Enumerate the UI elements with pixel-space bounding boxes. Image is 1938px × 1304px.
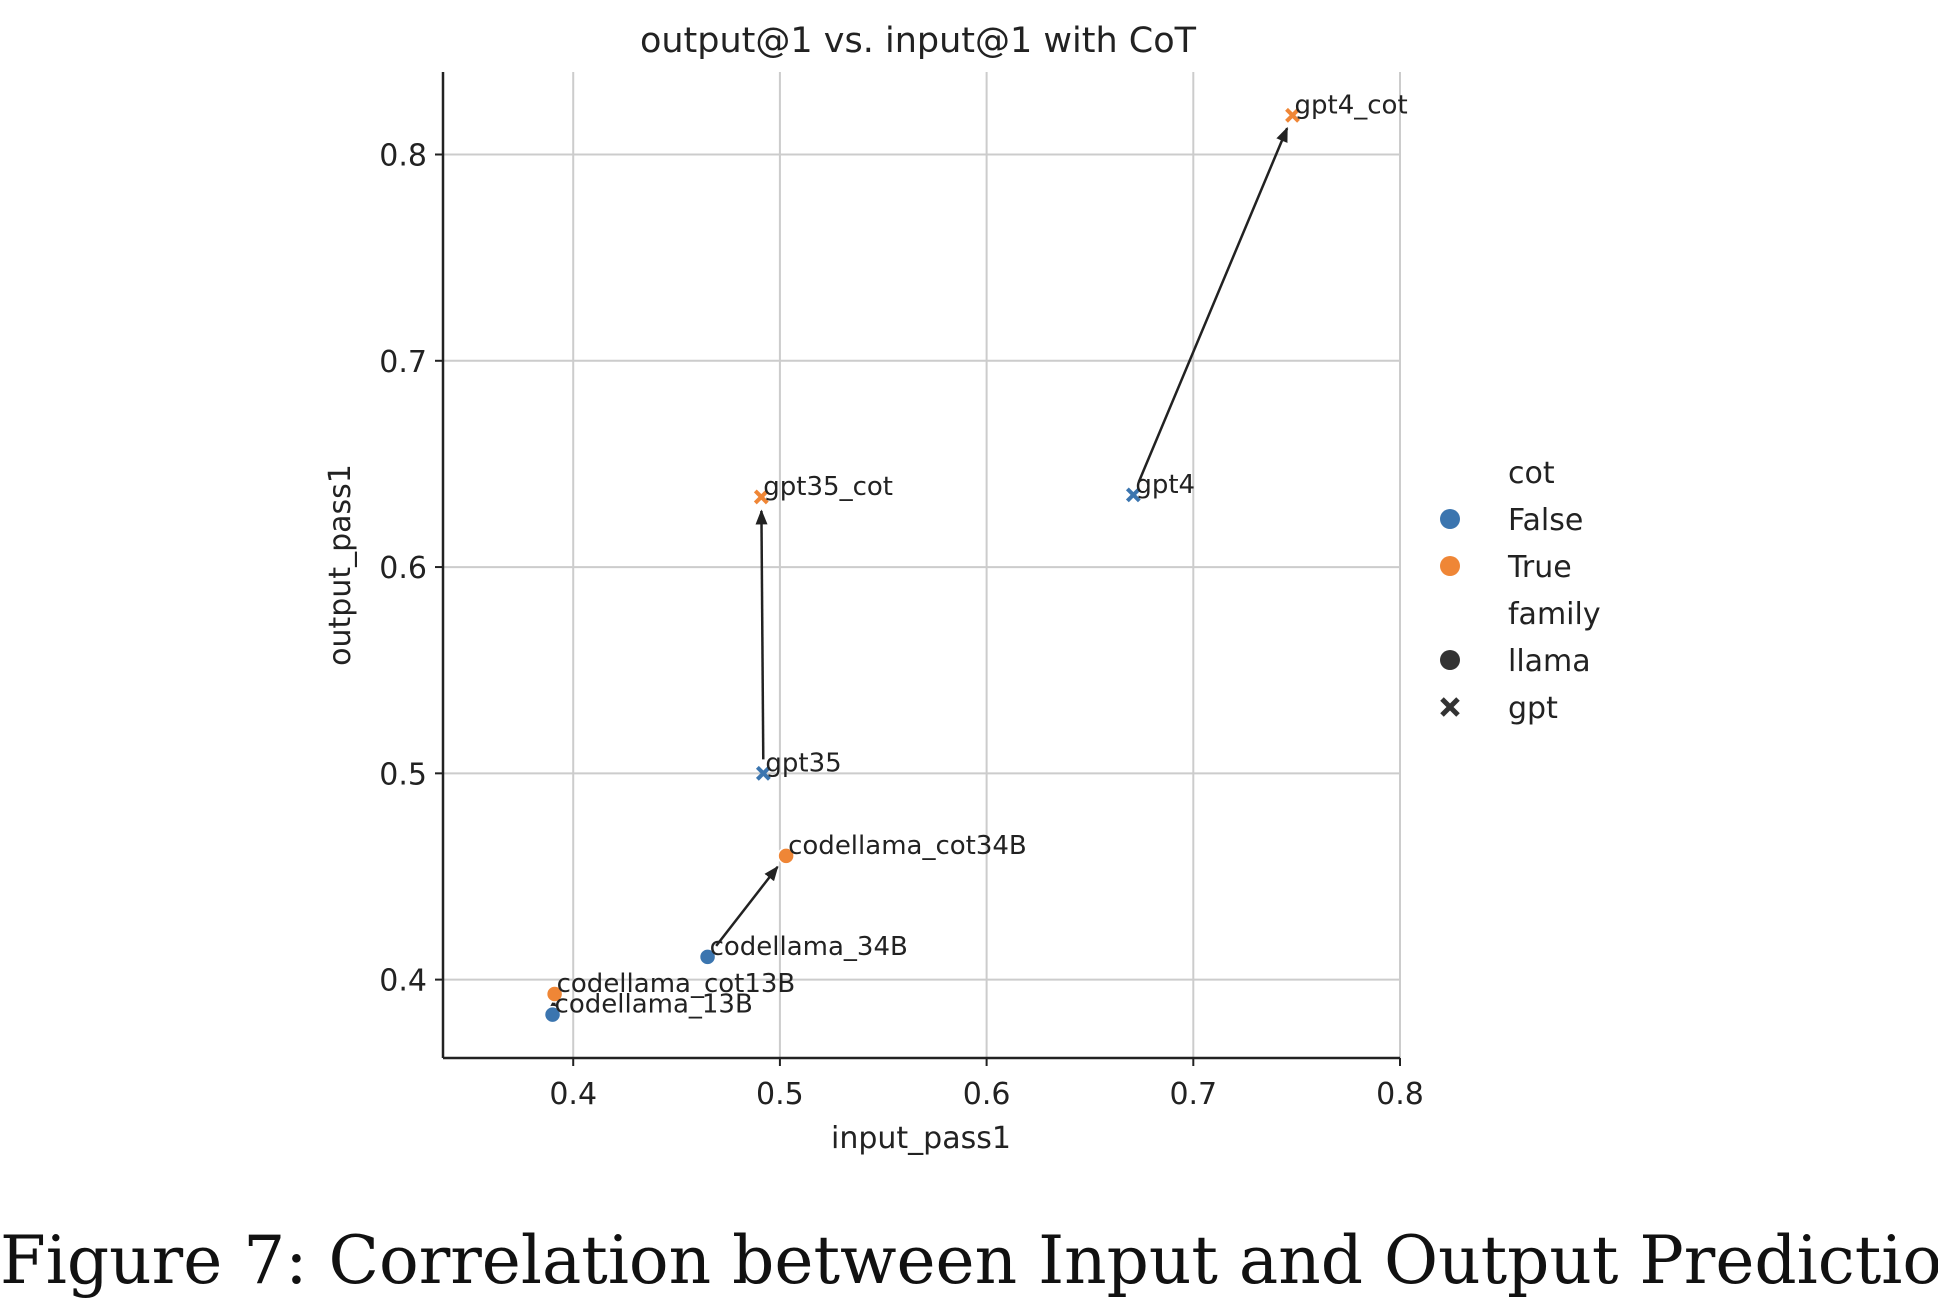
y-axis-label: output_pass1 bbox=[323, 464, 358, 666]
x-marker-stroke bbox=[755, 765, 771, 781]
legend-marker-llama bbox=[1440, 650, 1460, 670]
x-marker-stroke bbox=[753, 489, 769, 505]
y-tick-label: 0.8 bbox=[379, 139, 427, 174]
legend: cot False True family llama gpt bbox=[1440, 456, 1601, 726]
x-tick-label: 0.4 bbox=[549, 1077, 597, 1112]
legend-marker-False bbox=[1440, 509, 1460, 529]
x-tick-label: 0.7 bbox=[1169, 1077, 1217, 1112]
point-label-gpt35_cot: gpt35_cot bbox=[763, 472, 893, 502]
legend-label-gpt: gpt bbox=[1508, 691, 1558, 726]
chart-title: output@1 vs. input@1 with CoT bbox=[640, 21, 1197, 61]
point-label-codellama_13B: codellama_13B bbox=[555, 990, 753, 1020]
point-gpt35_cot bbox=[753, 489, 769, 505]
legend-title-family: family bbox=[1508, 597, 1601, 632]
arrow-gpt35-to-gpt35_cot bbox=[755, 509, 768, 760]
x-marker-stroke bbox=[1125, 487, 1141, 503]
point-label-codellama_34B: codellama_34B bbox=[710, 932, 908, 962]
x-tick-label: 0.6 bbox=[963, 1077, 1011, 1112]
point-label-gpt4: gpt4 bbox=[1135, 470, 1195, 500]
point-codellama_34B bbox=[698, 948, 717, 966]
x-tick-label: 0.8 bbox=[1376, 1077, 1424, 1112]
point-codellama_cot13B bbox=[545, 985, 564, 1003]
grid-lines bbox=[443, 72, 1401, 1058]
legend-label-True: True bbox=[1507, 550, 1572, 585]
y-tick-label: 0.6 bbox=[379, 551, 427, 586]
y-tick-label: 0.4 bbox=[379, 964, 427, 999]
legend-marker-True bbox=[1440, 556, 1460, 576]
figure-caption: Figure 7: Correlation between Input and … bbox=[0, 1222, 1938, 1299]
legend-marker-gpt bbox=[1440, 697, 1460, 717]
x-marker-stroke bbox=[1285, 107, 1300, 123]
arrow-codellama_34B-to-codellama_cot34B bbox=[715, 865, 779, 947]
y-tick-label: 0.7 bbox=[379, 345, 427, 380]
point-label-gpt35: gpt35 bbox=[765, 748, 841, 778]
legend-label-llama: llama bbox=[1508, 644, 1591, 679]
arrows bbox=[546, 126, 1289, 1015]
legend-title-cot: cot bbox=[1508, 456, 1555, 491]
point-gpt4_cot bbox=[1285, 107, 1300, 123]
y-tick-label: 0.5 bbox=[379, 757, 427, 792]
point-codellama_cot34B bbox=[777, 847, 795, 865]
point-label-codellama_cot34B: codellama_cot34B bbox=[788, 831, 1027, 861]
axes: 0.4 0.5 0.6 0.7 0.8 0.4 0.5 0.6 0.7 0.8 bbox=[379, 72, 1424, 1112]
point-gpt4 bbox=[1125, 487, 1141, 503]
arrow-gpt4-to-gpt4_cot bbox=[1137, 126, 1289, 483]
point-gpt35 bbox=[755, 765, 771, 781]
points bbox=[543, 107, 1300, 1024]
legend-label-False: False bbox=[1508, 503, 1583, 538]
x-marker-stroke bbox=[1440, 697, 1460, 717]
x-axis-label: input_pass1 bbox=[831, 1121, 1011, 1156]
x-tick-label: 0.5 bbox=[756, 1077, 804, 1112]
point-codellama_13B bbox=[543, 1005, 562, 1024]
point-label-codellama_cot13B: codellama_cot13B bbox=[557, 969, 796, 999]
point-label-gpt4_cot: gpt4_cot bbox=[1295, 90, 1408, 120]
